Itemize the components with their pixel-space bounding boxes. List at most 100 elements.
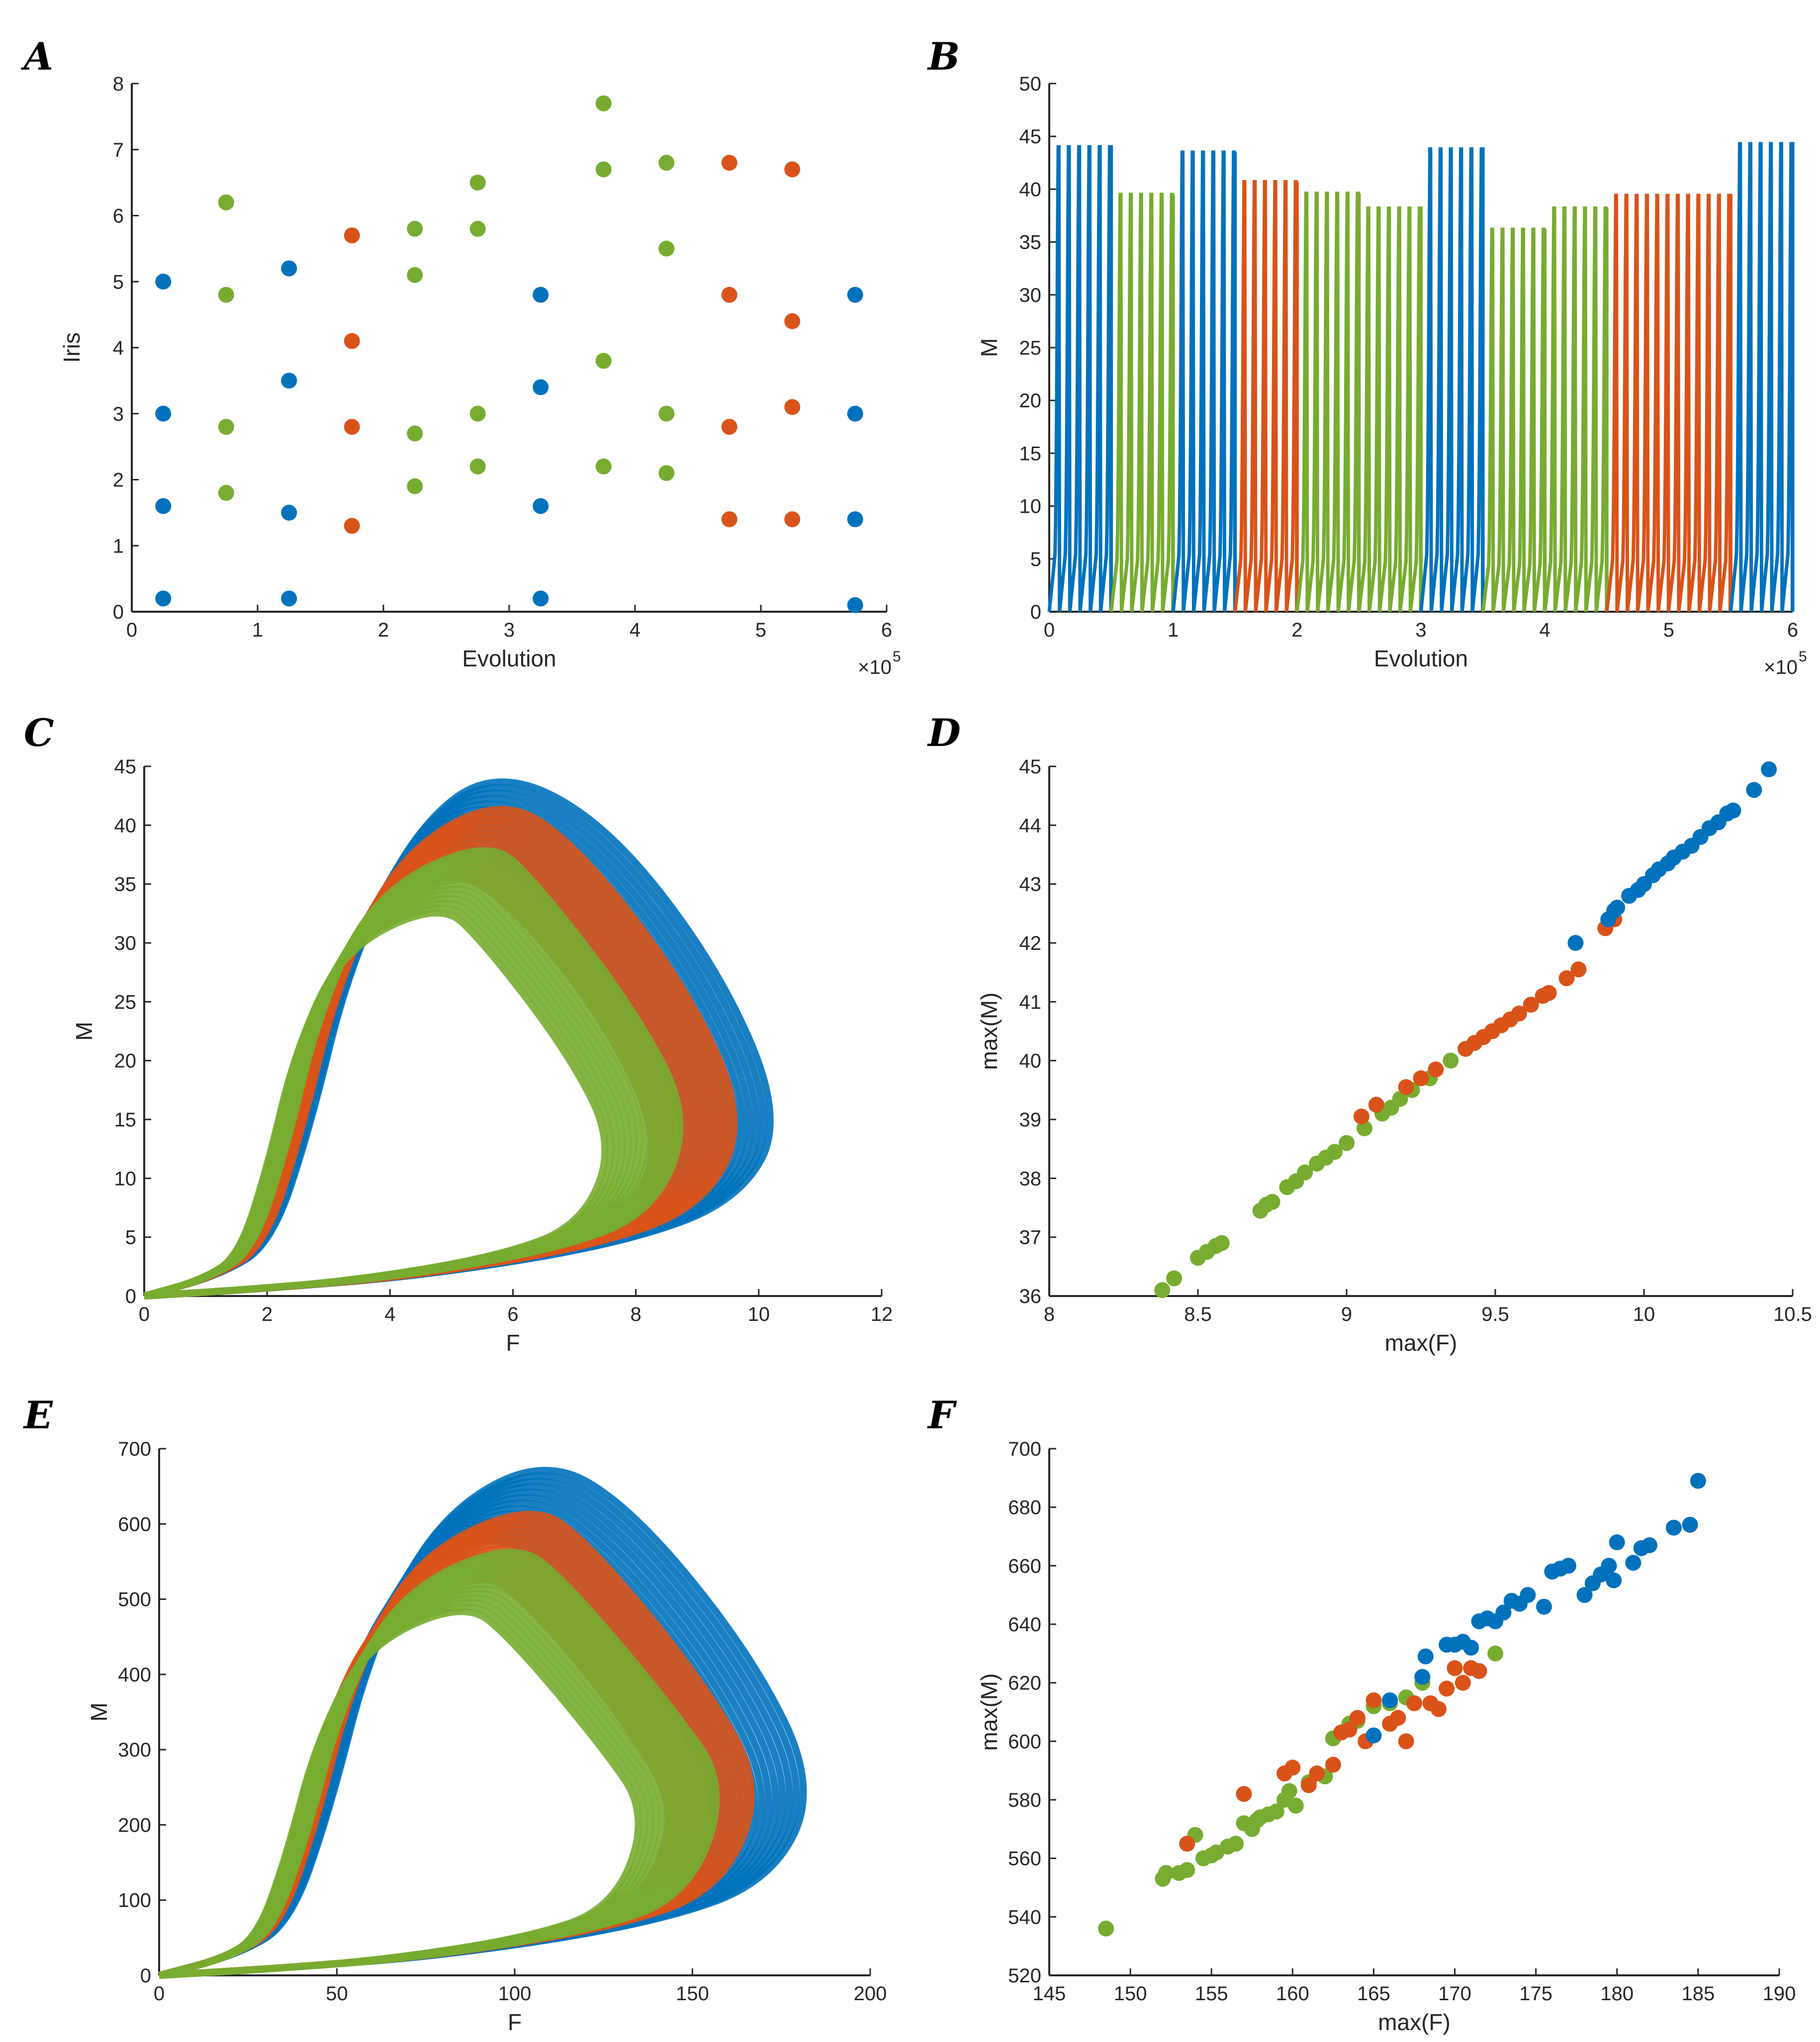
y-tick-label: 0 <box>113 601 124 623</box>
y-tick-label: 200 <box>118 1814 151 1836</box>
y-axis-label: max(M) <box>976 1673 1002 1751</box>
data-point-blue <box>1520 1587 1536 1603</box>
y-tick-label: 5 <box>1030 549 1041 570</box>
time-series-segment <box>1171 150 1237 612</box>
y-tick-label: 3 <box>113 403 124 425</box>
x-tick-label: 160 <box>1276 1983 1309 2005</box>
y-tick-label: 44 <box>1019 815 1042 836</box>
y-axis-label: M <box>976 338 1002 357</box>
y-tick-label: 15 <box>114 1109 137 1131</box>
data-point-green <box>218 194 234 210</box>
x-tick-label: 185 <box>1682 1983 1715 2005</box>
data-point-orange <box>344 518 360 534</box>
y-tick-label: 35 <box>114 874 137 896</box>
data-point-blue <box>1536 1598 1552 1615</box>
data-point-blue <box>533 498 549 514</box>
y-axis-label: M <box>71 1021 97 1040</box>
data-point-green <box>469 458 486 474</box>
y-tick-label: 700 <box>118 1438 151 1460</box>
y-tick-label: 620 <box>1008 1672 1041 1694</box>
y-tick-label: 10 <box>1019 496 1042 518</box>
data-point-orange <box>1365 1692 1382 1708</box>
y-tick-label: 40 <box>1019 179 1042 200</box>
x-tick-label: 1 <box>1168 619 1179 641</box>
y-tick-label: 40 <box>114 815 137 836</box>
data-point-green <box>1098 1920 1114 1937</box>
y-tick-label: 36 <box>1019 1286 1042 1307</box>
x-tick-label: 8 <box>631 1303 641 1325</box>
y-tick-label: 8 <box>113 73 124 95</box>
data-point-orange <box>1390 1710 1406 1726</box>
x-tick-label: 10 <box>748 1303 770 1325</box>
x-tick-label: 170 <box>1438 1983 1471 2005</box>
x-tick-label: 8 <box>1044 1303 1055 1325</box>
data-point-green <box>218 286 234 303</box>
panel-e-marks <box>158 1467 807 1979</box>
panel-d-axes <box>1048 765 1794 1297</box>
data-point-green <box>595 458 612 474</box>
panel-f-labels: 145 150 155 160 165 170 175 180 185 190 520 540 560 5… <box>976 1438 1796 2035</box>
y-tick-label: 600 <box>118 1513 151 1535</box>
data-point-green <box>1166 1270 1183 1287</box>
data-point-blue <box>1567 935 1584 951</box>
y-tick-label: 520 <box>1008 1965 1041 1987</box>
y-axis-label: Iris <box>59 332 85 363</box>
panel-label-e: E <box>23 1393 53 1437</box>
time-series-segment <box>1481 227 1547 612</box>
data-point-green <box>658 155 675 171</box>
data-point-orange <box>1325 1757 1341 1773</box>
data-point-blue <box>1606 1572 1622 1588</box>
data-point-orange <box>344 333 360 349</box>
data-point-orange <box>1439 1680 1455 1697</box>
data-point-orange <box>721 155 737 171</box>
x-axis-multiplier-exponent: 5 <box>893 649 901 665</box>
data-point-orange <box>1236 1786 1252 1802</box>
time-series-segment <box>1729 142 1795 612</box>
x-tick-label: 4 <box>1540 619 1550 641</box>
x-tick-label: 5 <box>755 619 766 641</box>
y-tick-label: 600 <box>1008 1731 1041 1753</box>
y-tick-label: 5 <box>125 1227 136 1249</box>
y-tick-label: 660 <box>1008 1555 1041 1577</box>
data-point-orange <box>1455 1674 1471 1691</box>
data-point-green <box>658 405 675 422</box>
data-point-blue <box>1495 1604 1512 1621</box>
y-tick-label: 39 <box>1019 1109 1042 1131</box>
x-tick-label: 150 <box>676 1983 709 2005</box>
data-point-orange <box>1353 1109 1369 1125</box>
time-series-segment <box>1295 191 1361 612</box>
panel-e: E 0 50 100 150 200 0 100 200 300 400 500 600 700 F M <box>23 1393 887 2035</box>
data-point-green <box>658 240 675 257</box>
data-point-green <box>407 425 423 442</box>
data-point-blue <box>1641 1537 1658 1554</box>
x-axis-label: max(F) <box>1378 2009 1451 2035</box>
x-axis-multiplier: ×10 <box>1764 656 1798 678</box>
panel-f: F 145 150 155 160 165 170 175 180 185 190 520 540 56… <box>927 1393 1796 2035</box>
data-point-blue <box>1414 1669 1431 1685</box>
x-tick-label: 2 <box>262 1303 273 1325</box>
data-point-orange <box>1284 1760 1301 1776</box>
data-point-green <box>658 465 675 481</box>
data-point-green <box>1154 1282 1171 1299</box>
data-point-orange <box>1413 1070 1429 1087</box>
x-axis-label: max(F) <box>1385 1330 1457 1356</box>
y-tick-label: 500 <box>118 1589 151 1611</box>
data-point-orange <box>1300 1777 1317 1793</box>
data-point-green <box>469 221 486 237</box>
data-point-green <box>469 405 486 422</box>
data-point-orange <box>1558 970 1575 986</box>
panel-f-marks <box>1098 1473 1706 1937</box>
data-point-orange <box>1511 1006 1527 1021</box>
y-tick-label: 0 <box>140 1965 151 1987</box>
data-point-blue <box>847 405 863 422</box>
data-point-orange <box>1570 961 1587 978</box>
x-tick-label: 8.5 <box>1184 1303 1212 1325</box>
x-tick-label: 3 <box>1415 619 1426 641</box>
y-tick-label: 400 <box>118 1664 151 1686</box>
x-tick-label: 2 <box>1291 619 1302 641</box>
data-point-green <box>1327 1144 1343 1160</box>
data-point-orange <box>1471 1663 1487 1679</box>
